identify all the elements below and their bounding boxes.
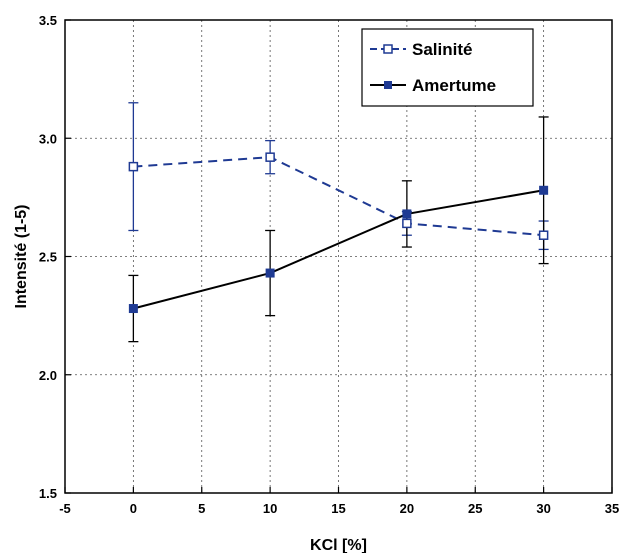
marker-point [128,161,139,172]
marker-point [402,209,412,219]
y-tick-label: 3.5 [39,13,57,28]
x-axis-ticks: -5 0 5 10 15 20 25 30 35 [59,487,619,516]
x-tick-label: 15 [331,501,345,516]
y-axis-title: Intensité (1-5) [13,204,30,308]
series-line-0 [133,156,544,237]
marker-point [265,268,275,278]
legend-marker [383,44,393,54]
marker-point [128,304,138,314]
y-tick-label: 1.5 [39,486,57,501]
marker-point [265,152,275,162]
series-lines [133,156,544,310]
marker-point [539,185,549,195]
x-tick-label: -5 [59,501,71,516]
x-tick-label: 30 [536,501,550,516]
x-tick-label: 0 [130,501,137,516]
legend: Salinité Amertume [361,28,534,107]
legend-label: Amertume [412,76,496,95]
legend-label: Salinité [412,40,472,59]
marker-point [538,230,549,240]
marker-point [402,218,412,229]
y-tick-label: 2.0 [39,368,57,383]
y-axis-ticks: 1.5 2.0 2.5 3.0 3.5 [39,13,71,501]
x-tick-label: 5 [198,501,205,516]
x-tick-label: 25 [468,501,482,516]
x-tick-label: 20 [400,501,414,516]
y-tick-label: 2.5 [39,250,57,265]
data-markers [128,152,549,314]
legend-marker [384,81,392,89]
x-tick-label: 35 [605,501,619,516]
legend-box [361,28,534,107]
x-tick-label: 10 [263,501,277,516]
x-axis-title: KCl [%] [310,537,367,553]
series-line-1 [133,189,544,310]
y-tick-label: 3.0 [39,131,57,146]
